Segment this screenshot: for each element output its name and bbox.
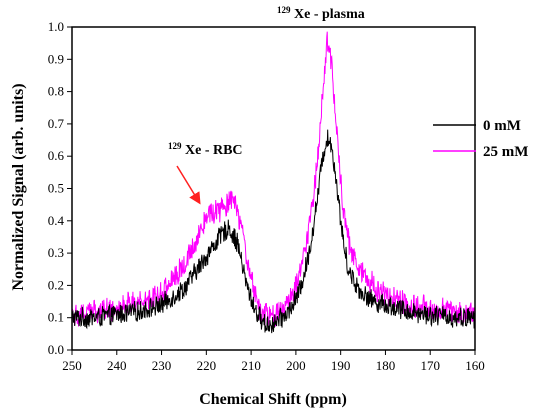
y-tick-label: 0.1 [48, 310, 64, 325]
series-line-25-mM [71, 31, 476, 329]
x-tick-label: 210 [241, 358, 261, 373]
annotation-rbc-label: Xe - RBC [185, 143, 243, 158]
annotation-plasma-label: Xe - plasma [294, 7, 365, 22]
x-axis: 250 240 230 220 210 200 190 180 170 160 [62, 350, 485, 373]
legend-label-0-mM: 0 mM [483, 118, 521, 134]
annotation-rbc-superscript: 129 [168, 141, 182, 151]
x-tick-label: 230 [152, 358, 172, 373]
x-axis-title: Chemical Shift (ppm) [199, 391, 347, 408]
y-axis-title: Normalized Signal (arb. units) [10, 83, 27, 290]
x-tick-label: 240 [107, 358, 127, 373]
plot-series [71, 31, 476, 334]
y-tick-label: 0.2 [48, 277, 64, 292]
y-tick-label: 0.3 [48, 245, 64, 260]
y-tick-label: 0.9 [48, 51, 64, 66]
y-tick-label: 0.0 [48, 342, 64, 357]
x-tick-label: 190 [331, 358, 351, 373]
y-tick-label: 1.0 [48, 19, 64, 34]
y-tick-label: 0.8 [48, 84, 64, 99]
x-tick-label: 160 [465, 358, 485, 373]
x-tick-label: 200 [286, 358, 306, 373]
annotation-plasma-superscript: 129 [277, 5, 291, 15]
annotation-plasma: 129 Xe - plasma [277, 2, 365, 22]
x-tick-label: 180 [376, 358, 396, 373]
series-line-0-mM [71, 129, 476, 334]
annotation-rbc-arrow [176, 165, 201, 205]
x-tick-label: 170 [420, 358, 440, 373]
y-tick-label: 0.7 [48, 116, 65, 131]
legend: 0 mM 25 mM [433, 118, 528, 160]
annotation-rbc: 129 Xe - RBC [168, 138, 243, 158]
legend-label-25-mM: 25 mM [483, 144, 528, 160]
y-tick-label: 0.6 [48, 148, 65, 163]
y-axis: 0.0 0.1 0.2 0.3 0.4 0.5 0.6 0.7 0.8 0.9 1.0 [48, 19, 72, 357]
y-tick-label: 0.4 [48, 213, 65, 228]
x-tick-label: 220 [197, 358, 217, 373]
x-tick-label: 250 [62, 358, 82, 373]
y-tick-label: 0.5 [48, 181, 64, 196]
